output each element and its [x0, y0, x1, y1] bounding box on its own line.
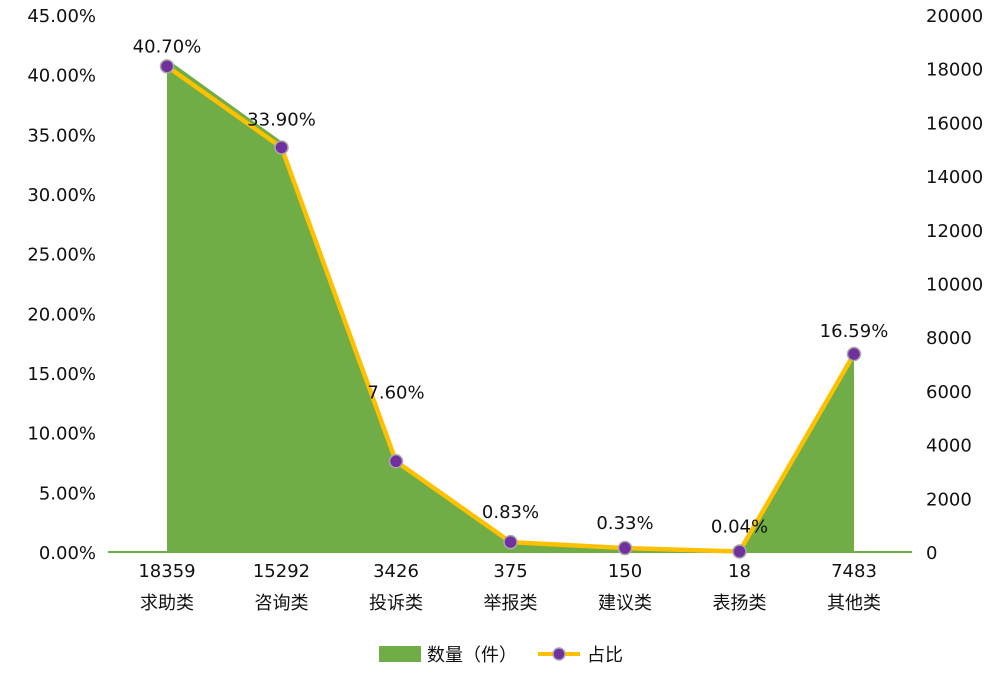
line-layer [159, 59, 862, 559]
x-tick-category-label: 表扬类 [713, 593, 767, 614]
y-left-tick-label: 25.00% [27, 245, 96, 266]
y-left-tick-label: 5.00% [39, 483, 96, 504]
data-label: 0.33% [596, 513, 653, 534]
line-point-marker [732, 544, 747, 559]
y-right-tick-label: 2000 [926, 489, 972, 510]
data-label: 0.04% [711, 517, 768, 538]
y-left-tick-label: 20.00% [27, 304, 96, 325]
x-tick-category-label: 投诉类 [369, 593, 423, 614]
y-right-tick-label: 14000 [926, 167, 983, 188]
x-tick-category-label: 咨询类 [255, 593, 309, 614]
y-left-tick-label: 35.00% [27, 125, 96, 146]
x-tick-category-label: 其他类 [827, 593, 881, 614]
y-right-tick-label: 18000 [926, 60, 983, 81]
x-tick-count-label: 18359 [138, 561, 195, 582]
legend: 数量（件） 占比 [379, 645, 623, 666]
y-left-tick-label: 40.00% [27, 66, 96, 87]
line-point-marker [503, 534, 518, 550]
x-tick-count-label: 375 [493, 561, 527, 582]
y-right-tick-label: 4000 [926, 436, 972, 457]
data-label: 40.70% [133, 36, 202, 57]
x-tick-count-label: 18 [728, 561, 751, 582]
legend-label-area: 数量（件） [427, 645, 517, 666]
data-label: 16.59% [820, 321, 889, 342]
x-tick-category-label: 举报类 [484, 593, 538, 614]
legend-swatch-area [379, 646, 421, 662]
y-left-tick-label: 45.00% [27, 6, 96, 27]
y-right-tick-label: 10000 [926, 275, 983, 296]
data-label: 33.90% [247, 109, 316, 130]
line-point-marker [159, 59, 175, 74]
labels-layer: 40.70% 33.90% 7.60% 0.83% 0.33% 0.04% 16.59% [133, 36, 889, 537]
line-point-marker [617, 540, 633, 556]
x-tick-count-label: 15292 [253, 561, 310, 582]
y-right-tick-label: 20000 [926, 6, 983, 27]
data-label: 0.83% [482, 502, 539, 523]
data-label: 7.60% [367, 382, 424, 403]
y-right-tick-label: 16000 [926, 113, 983, 134]
x-tick-category-label: 建议类 [598, 593, 652, 614]
x-tick-category-label: 求助类 [140, 593, 194, 614]
legend-swatch-marker [552, 647, 566, 661]
y-right-tick-label: 0 [926, 543, 937, 564]
line-point-marker [274, 140, 289, 155]
y-left-tick-label: 10.00% [27, 424, 96, 445]
line-point-marker [846, 346, 862, 362]
x-tick-count-label: 7483 [831, 561, 877, 582]
y-right-tick-label: 6000 [926, 382, 972, 403]
x-tick-count-label: 150 [608, 561, 642, 582]
y-right-tick-label: 8000 [926, 328, 972, 349]
line-point-marker [388, 454, 404, 469]
y-left-tick-label: 30.00% [27, 185, 96, 206]
area-series-count [167, 59, 854, 552]
area-layer [167, 59, 854, 552]
x-tick-count-label: 3426 [373, 561, 419, 582]
y-right-tick-label: 12000 [926, 221, 983, 242]
legend-label-line: 占比 [587, 645, 623, 666]
y-left-tick-label: 15.00% [27, 364, 96, 385]
axes-layer: 0.00% 5.00% 10.00% 15.00% 20.00% 25.00% 30.00%… [27, 6, 983, 614]
y-left-tick-label: 0.00% [39, 543, 96, 564]
